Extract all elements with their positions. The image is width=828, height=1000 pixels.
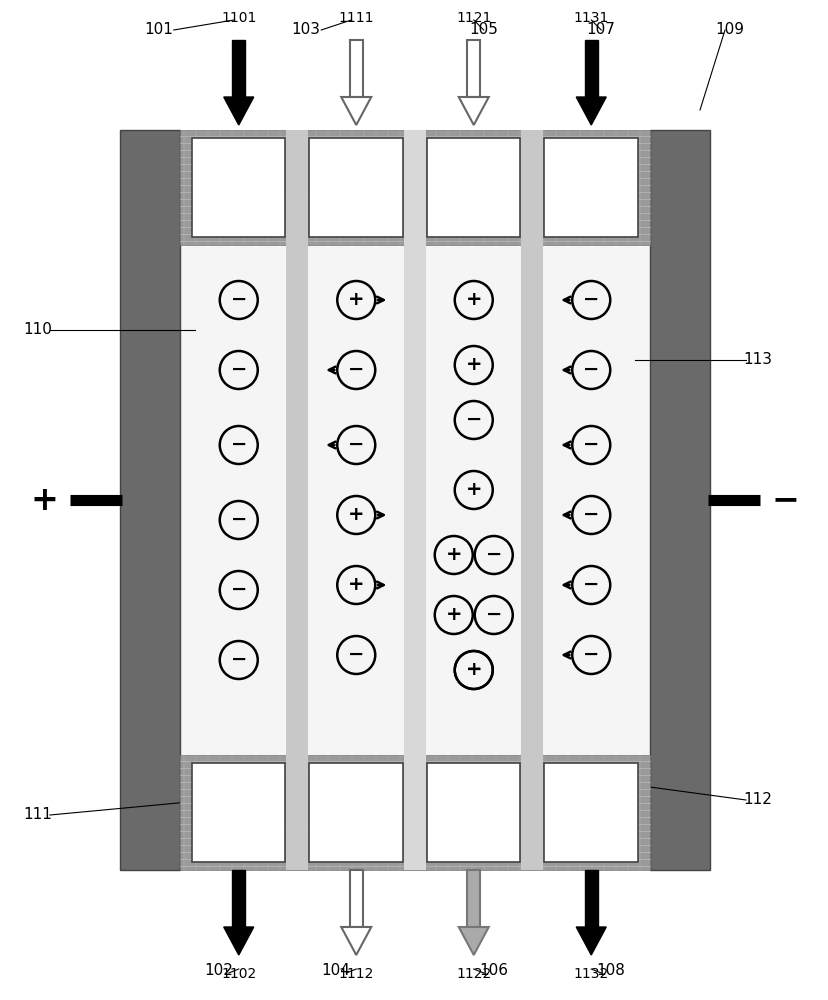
Text: −: − [348,645,364,664]
Bar [180,755,649,870]
Text: −: − [348,435,364,454]
Text: +: + [465,480,481,499]
Text: −: − [465,660,481,679]
Polygon shape [341,927,371,955]
Text: 111: 111 [23,807,52,822]
Text: +: + [348,505,364,524]
Polygon shape [224,927,253,955]
Text: −: − [230,360,247,379]
Bar [403,130,426,870]
Bar [426,763,520,862]
Text: 1102: 1102 [221,967,256,981]
Text: −: − [485,605,501,624]
Bar [192,138,285,237]
Text: +: + [30,484,58,516]
Bar [544,138,638,237]
Text: −: − [348,360,364,379]
Text: 113: 113 [743,353,772,367]
Bar [467,40,479,97]
Text: −: − [582,505,599,524]
Text: 1112: 1112 [338,967,373,981]
Text: −: − [771,484,799,516]
Bar [467,870,479,927]
Text: −: − [582,435,599,454]
Text: 110: 110 [23,322,52,338]
Bar [649,130,709,870]
Text: +: + [465,290,481,309]
Text: 112: 112 [743,792,772,807]
Text: +: + [348,290,364,309]
Text: −: − [582,645,599,664]
Polygon shape [575,927,605,955]
Bar [426,138,520,237]
Text: 1101: 1101 [221,11,256,25]
Bar [309,138,402,237]
Text: 1131: 1131 [573,11,609,25]
Bar [521,130,543,870]
Text: −: − [230,435,247,454]
Text: +: + [465,660,481,679]
Text: 109: 109 [715,22,744,37]
Text: +: + [348,575,364,594]
Text: −: − [465,410,481,429]
Text: −: − [230,580,247,599]
Bar [544,763,638,862]
Text: −: − [582,575,599,594]
Polygon shape [458,927,489,955]
Text: 1111: 1111 [338,11,373,25]
Text: 1132: 1132 [573,967,608,981]
Text: 103: 103 [291,22,320,37]
Text: 108: 108 [596,963,625,978]
Bar [286,130,308,870]
Text: −: − [582,290,599,309]
Text: −: − [230,290,247,309]
Text: 1122: 1122 [455,967,491,981]
Bar [584,870,597,927]
Text: 107: 107 [586,22,615,37]
Bar [120,130,180,870]
Bar [180,130,649,245]
Text: 101: 101 [144,22,173,37]
Bar [232,40,245,97]
Bar [349,870,363,927]
Bar [192,763,285,862]
Text: +: + [445,545,461,564]
Polygon shape [341,97,371,125]
Bar [232,870,245,927]
Bar [349,40,363,97]
Polygon shape [575,97,605,125]
Text: +: + [445,605,461,624]
Bar [584,40,597,97]
Polygon shape [224,97,253,125]
Text: −: − [485,545,501,564]
Text: −: − [230,510,247,529]
Text: 106: 106 [479,963,508,978]
Text: 104: 104 [321,963,350,978]
Bar [403,130,426,870]
Bar [180,245,649,755]
Polygon shape [458,97,489,125]
Text: 105: 105 [469,22,498,37]
Text: −: − [230,650,247,669]
Text: −: − [582,360,599,379]
Text: 102: 102 [204,963,233,978]
Bar [309,763,402,862]
Text: 1121: 1121 [455,11,491,25]
Text: +: + [465,355,481,374]
